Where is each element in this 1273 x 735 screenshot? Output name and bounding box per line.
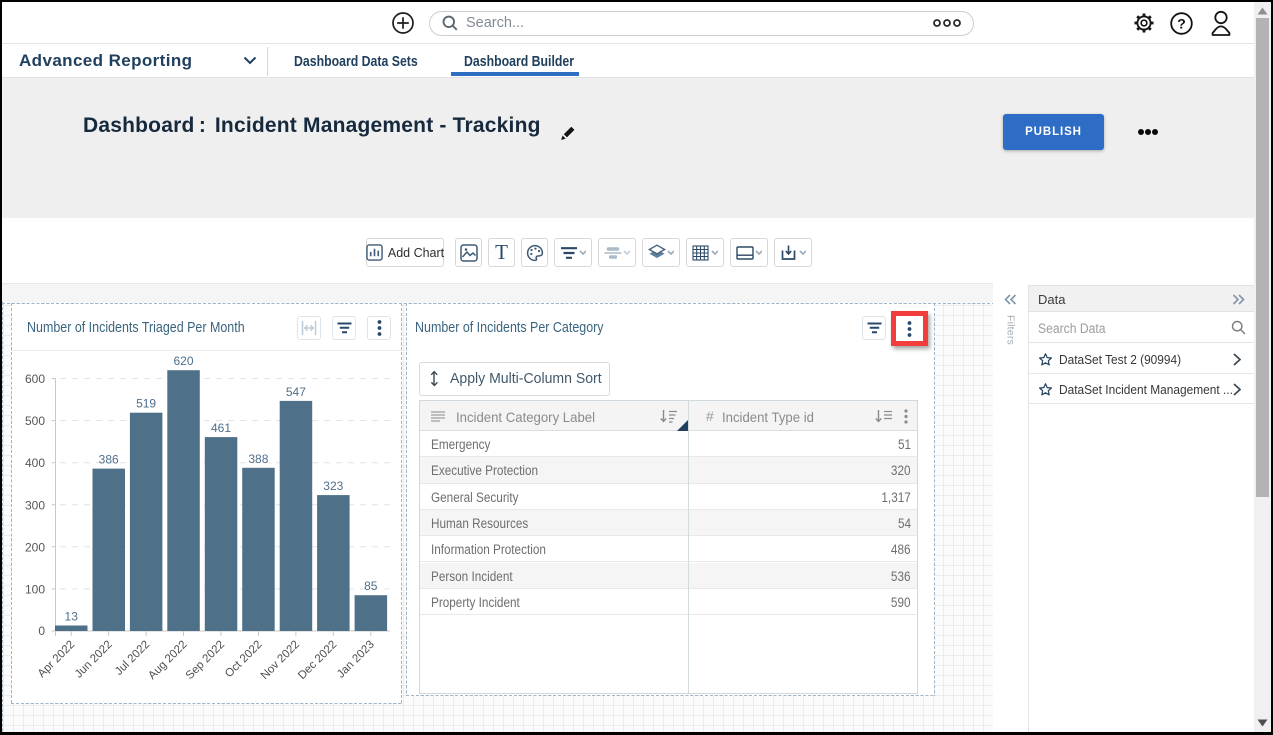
- svg-text:388: 388: [248, 451, 268, 465]
- svg-text:Sep 2022: Sep 2022: [184, 638, 227, 681]
- svg-text:500: 500: [25, 414, 45, 428]
- svg-text:85: 85: [364, 579, 378, 593]
- svg-text:Jan 2023: Jan 2023: [335, 638, 377, 680]
- svg-text:461: 461: [211, 421, 231, 435]
- svg-text:Nov 2022: Nov 2022: [259, 638, 302, 681]
- svg-text:620: 620: [173, 354, 193, 368]
- svg-text:Jun 2022: Jun 2022: [73, 638, 115, 680]
- svg-text:386: 386: [99, 452, 119, 466]
- svg-text:200: 200: [25, 540, 45, 554]
- svg-text:Jul 2022: Jul 2022: [113, 638, 152, 677]
- svg-text:Aug 2022: Aug 2022: [146, 638, 189, 681]
- svg-text:Apr 2022: Apr 2022: [36, 638, 77, 679]
- svg-text:600: 600: [25, 372, 45, 386]
- svg-text:300: 300: [25, 498, 45, 512]
- svg-text:519: 519: [136, 396, 156, 410]
- svg-text:547: 547: [286, 384, 306, 398]
- svg-text:100: 100: [25, 582, 45, 596]
- svg-text:13: 13: [65, 609, 79, 623]
- svg-text:?: ?: [1177, 16, 1186, 32]
- svg-text:Dec 2022: Dec 2022: [296, 638, 339, 681]
- svg-text:0: 0: [38, 624, 45, 638]
- svg-text:323: 323: [323, 479, 343, 493]
- svg-text:400: 400: [25, 456, 45, 470]
